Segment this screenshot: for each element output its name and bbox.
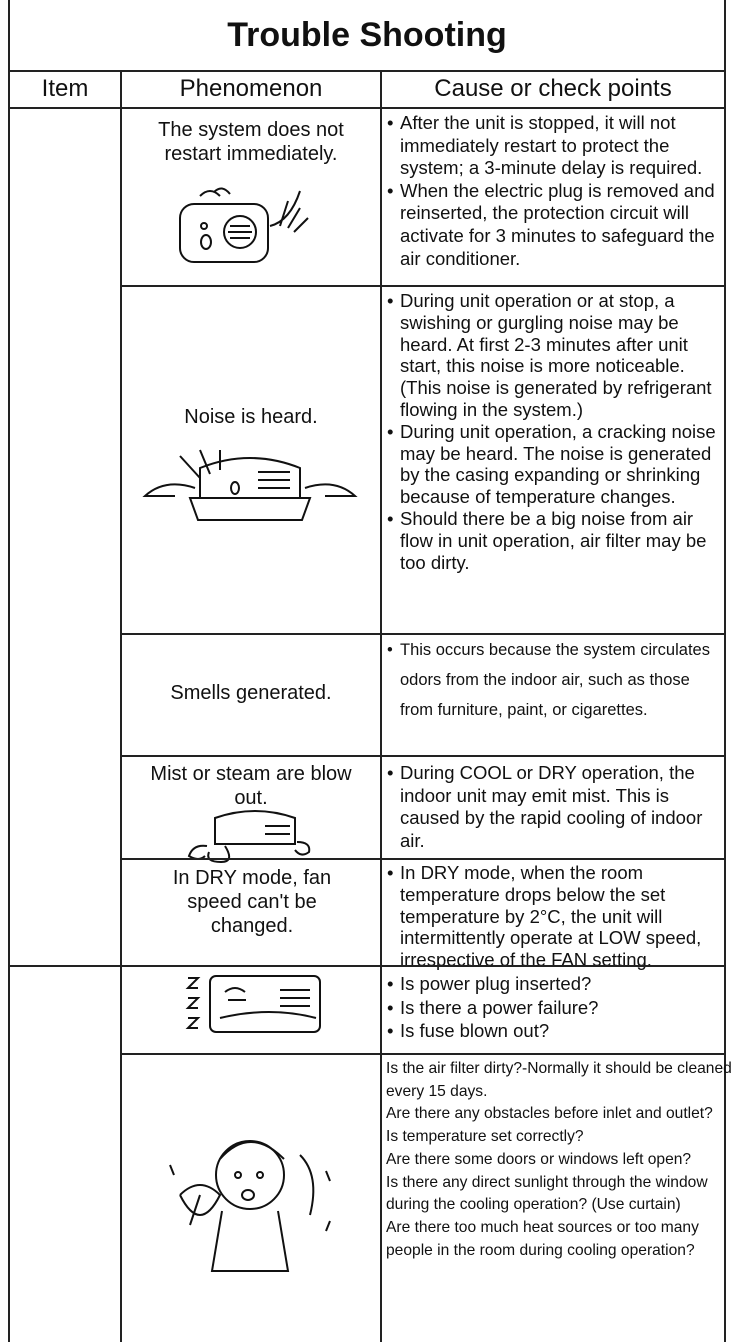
item-cell [8,965,122,1342]
item-cell [8,107,122,967]
phenomenon: Noise is heard. [184,406,318,428]
cause-item: During unit operation, a cracking noise … [387,421,726,508]
cause-item: In DRY mode, when the room temperature d… [387,862,726,971]
phenomenon: Smells generated. [170,682,332,704]
cause-item: Are there some doors or windows left ope… [386,1150,692,1168]
phenomenon: In DRY mode, fan speed can't be changed. [172,867,332,937]
title: Trouble Shooting [227,15,507,54]
cause-item: Are there too much heat sources or too m… [386,1218,699,1259]
cause-item: After the unit is stopped, it will not i… [387,112,726,180]
cause-cell [380,1053,726,1342]
icon-hot-person [169,1140,331,1272]
icon-unit-stop [179,187,309,263]
phenomenon-cell [120,1053,382,1342]
phenomenon: The system does not restart immediately. [158,119,344,165]
cause-list: During COOL or DRY operation, the indoor… [384,762,726,852]
cause-item: During COOL or DRY operation, the indoor… [387,762,726,852]
cause-item: Is temperature set correctly? [386,1128,584,1146]
icon-mist [187,810,311,864]
icon-sleep [185,975,321,1033]
cause-item: When the electric plug is removed and re… [387,180,726,270]
cause-item: Is fuse blown out? [387,1019,726,1043]
header-label: Phenomenon [179,74,323,102]
cause-item: Is there any direct sunlight through the… [386,1173,708,1214]
phenomenon: Mist or steam are blow out. [150,763,352,809]
icon-noise [142,449,358,521]
header-label: Item [41,74,89,102]
cause-item: Is the air filter dirty?-Normally it sho… [386,1060,732,1100]
header-label: Cause or check points [434,74,672,102]
cause-list: Is the air filter dirty?-Normally it sho… [370,1058,734,1262]
cause-list: During unit operation or at stop, a swis… [384,290,726,573]
cause-item: This occurs because the system circulate… [387,635,726,725]
phenomenon-cell [120,285,382,635]
cause-list: After the unit is stopped, it will not i… [384,112,726,270]
cause-item: Is power plug inserted? [387,972,726,996]
cause-item: Is there a power failure? [387,996,726,1020]
cause-item: Are there any obstacles before inlet and… [386,1105,713,1123]
cause-list: Is power plug inserted?Is there a power … [384,972,726,1043]
cause-item: During unit operation or at stop, a swis… [387,290,726,421]
cause-item: Should there be a big noise from air flo… [387,508,726,573]
cause-list: In DRY mode, when the room temperature d… [384,862,726,971]
cause-list: This occurs because the system circulate… [384,635,726,725]
phenomenon-cell [120,965,382,1055]
